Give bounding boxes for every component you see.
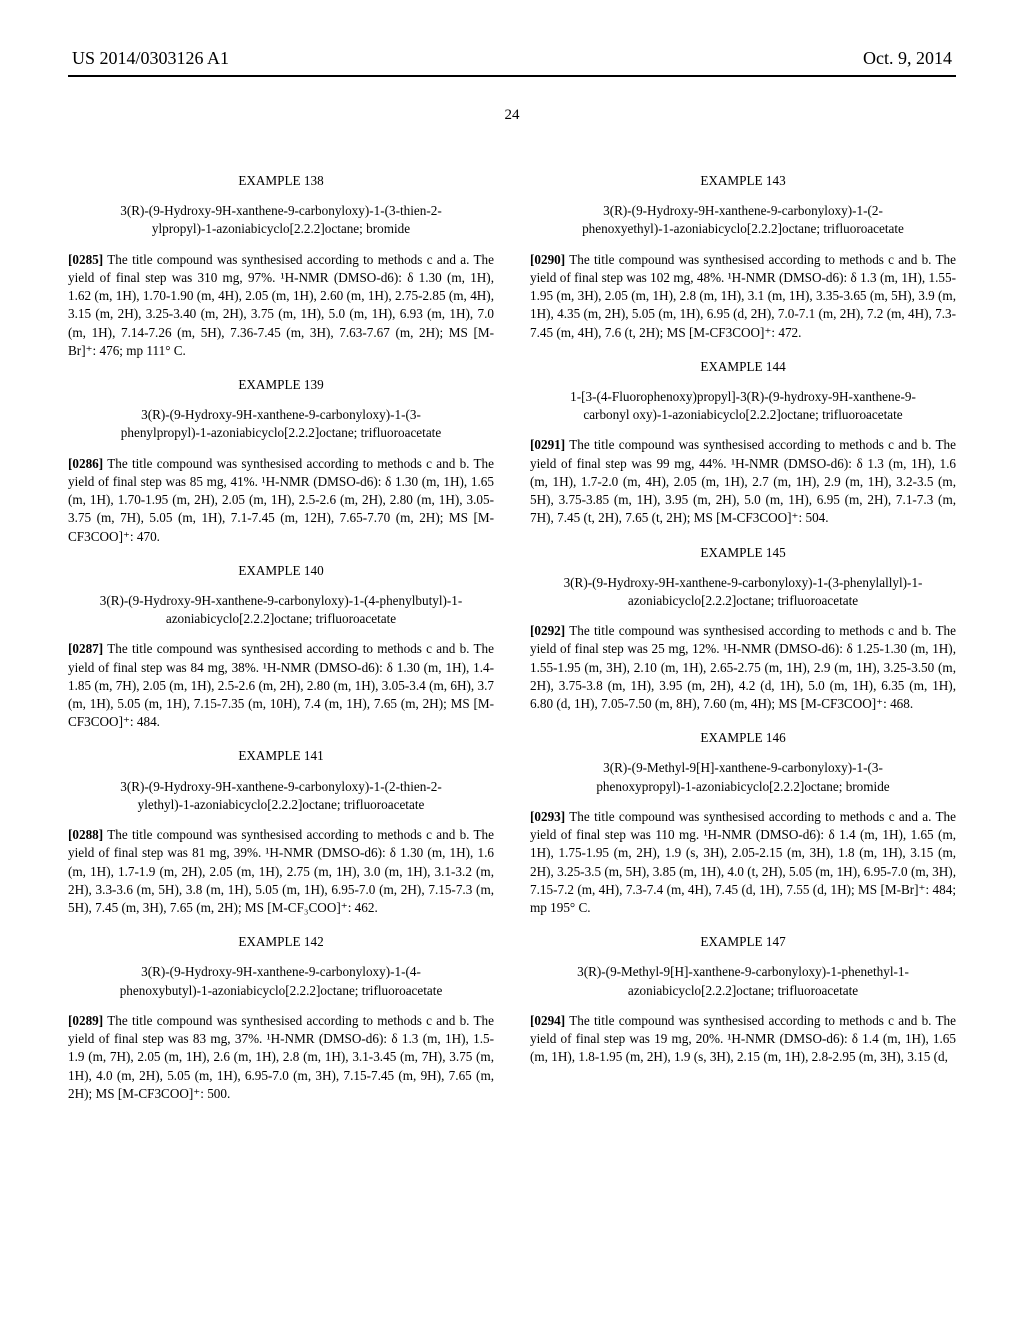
example-title: 3(R)-(9-Hydroxy-9H-xanthene-9-carbonylox…: [68, 592, 494, 628]
example-paragraph: [0285] The title compound was synthesise…: [68, 251, 494, 360]
example-label: EXAMPLE 141: [68, 747, 494, 765]
publication-number: US 2014/0303126 A1: [72, 48, 229, 69]
patent-page: US 2014/0303126 A1 Oct. 9, 2014 24 EXAMP…: [0, 0, 1024, 1320]
example-label: EXAMPLE 144: [530, 358, 956, 376]
example-label: EXAMPLE 138: [68, 172, 494, 190]
paragraph-number: [0292]: [530, 623, 565, 638]
paragraph-text: The title compound was synthesised accor…: [530, 623, 956, 711]
text-columns: EXAMPLE 138 3(R)-(9-Hydroxy-9H-xanthene-…: [68, 172, 956, 1103]
example-paragraph: [0287] The title compound was synthesise…: [68, 640, 494, 731]
publication-date: Oct. 9, 2014: [863, 48, 952, 69]
paragraph-text: The title compound was synthesised accor…: [530, 809, 956, 915]
example-title: 3(R)-(9-Hydroxy-9H-xanthene-9-carbonylox…: [68, 202, 494, 238]
example-paragraph: [0286] The title compound was synthesise…: [68, 455, 494, 546]
header-rule: [68, 75, 956, 77]
paragraph-number: [0289]: [68, 1013, 103, 1028]
example-paragraph: [0294] The title compound was synthesise…: [530, 1012, 956, 1067]
example-title: 1-[3-(4-Fluorophenoxy)propyl]-3(R)-(9-hy…: [530, 388, 956, 424]
example-paragraph: [0293] The title compound was synthesise…: [530, 808, 956, 917]
example-label: EXAMPLE 140: [68, 562, 494, 580]
right-column: EXAMPLE 143 3(R)-(9-Hydroxy-9H-xanthene-…: [530, 172, 956, 1103]
paragraph-text: The title compound was synthesised accor…: [68, 827, 494, 915]
example-label: EXAMPLE 146: [530, 729, 956, 747]
example-label: EXAMPLE 142: [68, 933, 494, 951]
paragraph-text: The title compound was synthesised accor…: [68, 252, 494, 358]
example-paragraph: [0291] The title compound was synthesise…: [530, 436, 956, 527]
paragraph-number: [0287]: [68, 641, 103, 656]
example-label: EXAMPLE 145: [530, 544, 956, 562]
paragraph-text: The title compound was synthesised accor…: [530, 252, 956, 340]
paragraph-number: [0293]: [530, 809, 565, 824]
paragraph-text: The title compound was synthesised accor…: [68, 1013, 494, 1101]
example-paragraph: [0288] The title compound was synthesise…: [68, 826, 494, 917]
paragraph-number: [0294]: [530, 1013, 565, 1028]
example-label: EXAMPLE 143: [530, 172, 956, 190]
paragraph-number: [0286]: [68, 456, 103, 471]
example-paragraph: [0289] The title compound was synthesise…: [68, 1012, 494, 1103]
example-label: EXAMPLE 147: [530, 933, 956, 951]
example-paragraph: [0292] The title compound was synthesise…: [530, 622, 956, 713]
left-column: EXAMPLE 138 3(R)-(9-Hydroxy-9H-xanthene-…: [68, 172, 494, 1103]
example-title: 3(R)-(9-Hydroxy-9H-xanthene-9-carbonylox…: [530, 574, 956, 610]
example-label: EXAMPLE 139: [68, 376, 494, 394]
example-title: 3(R)-(9-Hydroxy-9H-xanthene-9-carbonylox…: [68, 778, 494, 814]
paragraph-number: [0288]: [68, 827, 103, 842]
example-title: 3(R)-(9-Methyl-9[H]-xanthene-9-carbonylo…: [530, 963, 956, 999]
example-paragraph: [0290] The title compound was synthesise…: [530, 251, 956, 342]
example-title: 3(R)-(9-Methyl-9[H]-xanthene-9-carbonylo…: [530, 759, 956, 795]
paragraph-number: [0285]: [68, 252, 103, 267]
example-title: 3(R)-(9-Hydroxy-9H-xanthene-9-carbonylox…: [68, 963, 494, 999]
example-title: 3(R)-(9-Hydroxy-9H-xanthene-9-carbonylox…: [530, 202, 956, 238]
paragraph-text: The title compound was synthesised accor…: [68, 456, 494, 544]
paragraph-text: The title compound was synthesised accor…: [530, 437, 956, 525]
paragraph-text: The title compound was synthesised accor…: [68, 641, 494, 729]
example-title: 3(R)-(9-Hydroxy-9H-xanthene-9-carbonylox…: [68, 406, 494, 442]
paragraph-text: The title compound was synthesised accor…: [530, 1013, 956, 1064]
page-number: 24: [68, 107, 956, 124]
paragraph-number: [0290]: [530, 252, 565, 267]
page-header: US 2014/0303126 A1 Oct. 9, 2014: [68, 48, 956, 69]
paragraph-number: [0291]: [530, 437, 565, 452]
